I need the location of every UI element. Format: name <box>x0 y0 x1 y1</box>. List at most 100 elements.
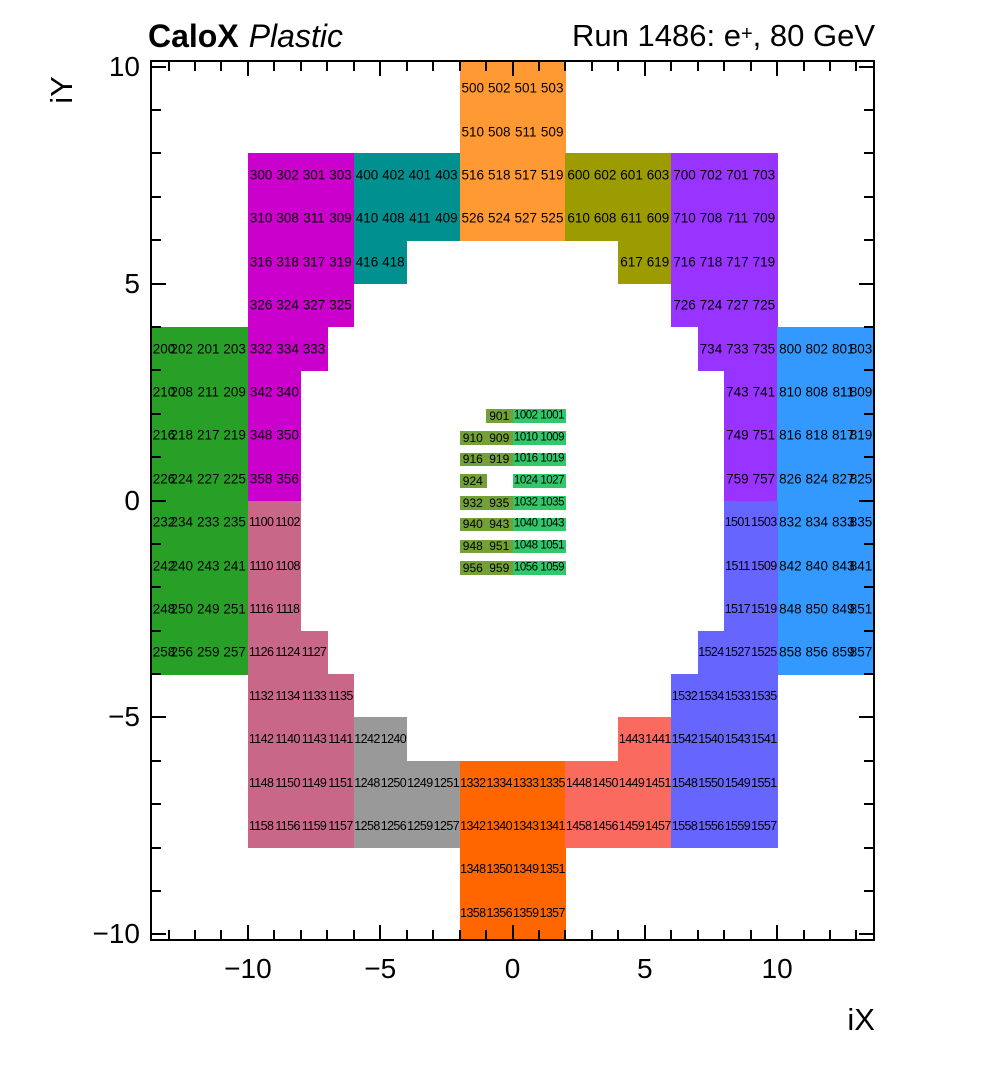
channel-cell <box>750 717 778 762</box>
channel-cell <box>300 153 328 198</box>
channel-cell <box>538 760 566 805</box>
channel-number: 408 <box>382 210 405 226</box>
channel-cell <box>538 409 566 423</box>
channel-number: 856 <box>805 644 829 660</box>
channel-cell <box>274 760 302 805</box>
channel-cell <box>856 500 875 545</box>
y-major-tick <box>150 716 166 719</box>
channel-cell <box>168 500 196 545</box>
channel-cell <box>724 717 752 762</box>
channel-number: 519 <box>540 167 564 183</box>
x-minor-tick <box>485 930 488 941</box>
channel-number: 1002 <box>513 409 538 422</box>
channel-cell <box>168 630 196 675</box>
x-minor-tick <box>352 60 355 71</box>
channel-number: 248 <box>152 601 176 617</box>
channel-cell <box>380 196 408 241</box>
channel-cell <box>327 804 355 849</box>
channel-cell <box>777 587 805 632</box>
channel-number: 332 <box>249 340 273 356</box>
channel-cell <box>459 517 487 532</box>
channel-cell <box>830 543 858 588</box>
channel-cell <box>486 496 514 510</box>
x-major-tick <box>643 925 646 941</box>
channel-cell <box>750 196 778 241</box>
x-minor-tick <box>326 930 329 941</box>
channel-number: 1351 <box>539 862 565 877</box>
y-major-tick <box>859 499 875 502</box>
channel-cell <box>750 457 778 502</box>
channel-number: 258 <box>152 644 176 660</box>
channel-cell <box>538 452 566 467</box>
channel-number: 841 <box>849 557 873 573</box>
channel-number: 1134 <box>275 688 300 703</box>
channel-number: 702 <box>699 167 723 183</box>
channel-number: 1110 <box>249 558 273 573</box>
channel-number: 943 <box>489 517 510 532</box>
channel-cell <box>538 431 566 445</box>
y-minor-tick <box>864 239 875 242</box>
channel-cell <box>671 760 699 805</box>
channel-cell <box>856 630 875 675</box>
channel-number: 735 <box>752 340 776 356</box>
channel-cell <box>512 891 540 936</box>
channel-cell <box>671 153 699 198</box>
channel-cell <box>433 760 461 805</box>
channel-number: 1032 <box>513 495 538 508</box>
channel-cell <box>777 500 805 545</box>
channel-cell <box>459 196 487 241</box>
channel-cell <box>486 539 514 554</box>
channel-cell <box>486 804 514 849</box>
channel-number: 242 <box>152 557 176 573</box>
channel-number: 241 <box>223 557 246 573</box>
channel-number: 1143 <box>301 731 327 746</box>
channel-number: 1534 <box>698 688 724 703</box>
channel-cell <box>150 630 170 675</box>
channel-number: 1535 <box>751 688 777 703</box>
x-tick-label: 10 <box>761 953 793 984</box>
channel-cell <box>274 804 302 849</box>
x-minor-tick <box>458 60 461 71</box>
channel-number: 858 <box>779 644 802 660</box>
channel-number: 209 <box>223 384 246 400</box>
channel-cell <box>274 630 302 675</box>
channel-cell <box>565 153 593 198</box>
channel-cell <box>459 431 487 445</box>
channel-cell <box>274 370 302 415</box>
y-minor-tick <box>864 803 875 806</box>
channel-number: 1116 <box>249 601 273 616</box>
channel-number: 1024 <box>513 474 538 487</box>
channel-cell <box>512 109 540 154</box>
y-minor-tick <box>150 456 161 459</box>
channel-number: 200 <box>152 340 176 356</box>
channel-cell <box>697 283 725 328</box>
channel-cell <box>750 500 778 545</box>
channel-number: 611 <box>620 210 643 226</box>
channel-cell <box>591 760 619 805</box>
channel-number: 1043 <box>540 517 564 530</box>
x-tick-label: 0 <box>504 953 521 984</box>
x-minor-tick <box>299 930 302 941</box>
channel-number: 524 <box>488 210 511 226</box>
channel-cell <box>697 760 725 805</box>
channel-cell <box>724 760 752 805</box>
channel-number: 751 <box>752 427 776 443</box>
x-minor-tick <box>590 60 593 71</box>
x-minor-tick <box>829 930 832 941</box>
channel-number: 857 <box>849 644 873 660</box>
channel-cell <box>380 240 408 285</box>
channel-cell <box>486 561 514 575</box>
channel-cell <box>644 760 672 805</box>
channel-cell <box>486 452 514 467</box>
channel-number: 308 <box>276 210 299 226</box>
channel-number: 717 <box>726 254 749 270</box>
channel-cell <box>221 326 249 371</box>
y-minor-tick <box>864 369 875 372</box>
channel-cell <box>512 452 540 467</box>
channel-number: 1242 <box>354 731 380 746</box>
channel-cell <box>486 517 514 532</box>
channel-cell <box>247 630 275 675</box>
channel-number: 1149 <box>301 775 327 790</box>
channel-number: 701 <box>726 167 749 183</box>
x-major-tick <box>643 60 646 76</box>
